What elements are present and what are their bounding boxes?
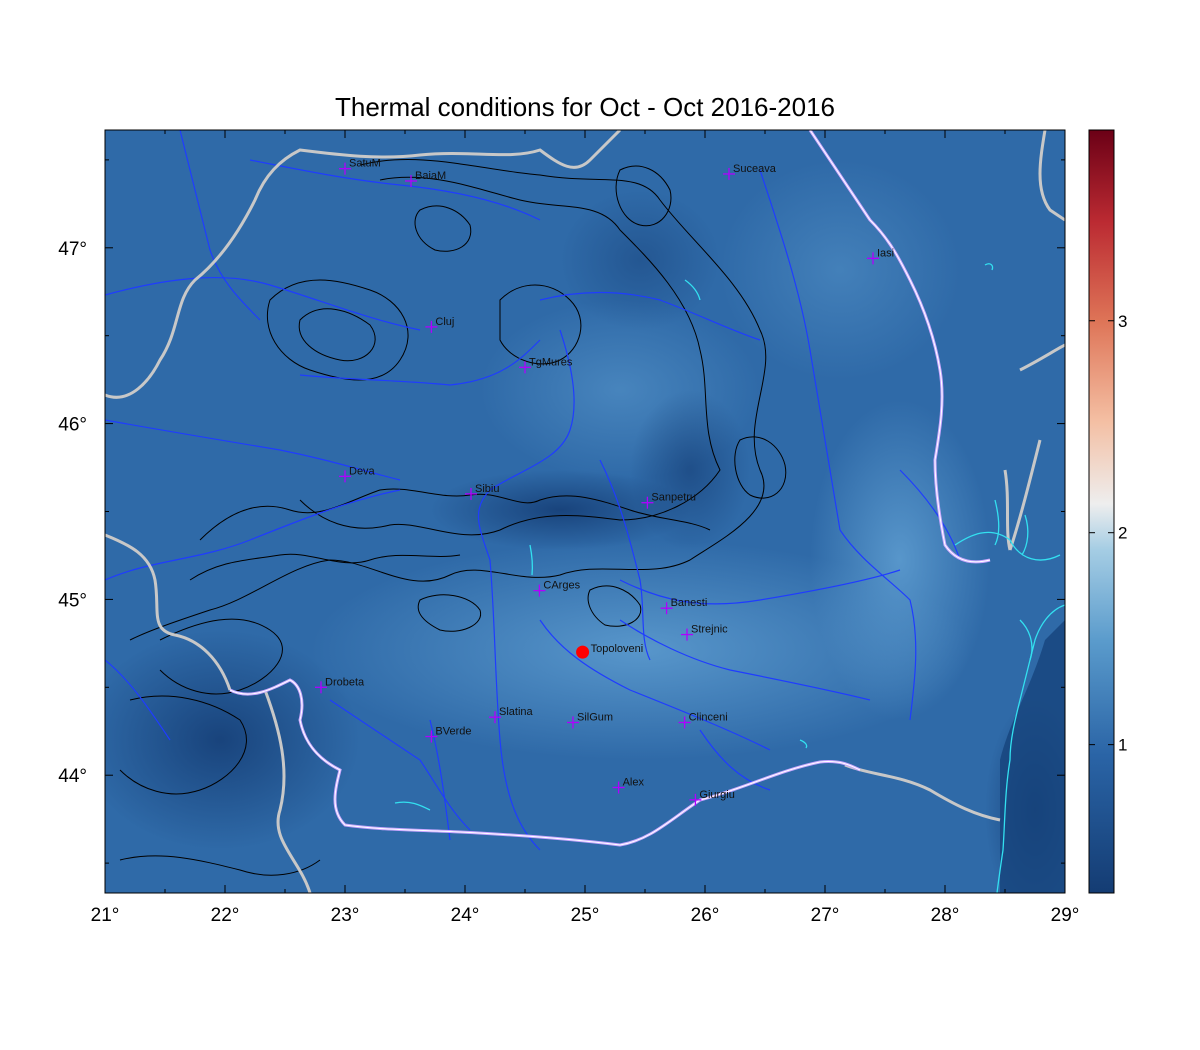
darker-southwest	[105, 630, 360, 850]
x-axis: 21° 22° 23° 24° 25° 26° 27° 28° 29°	[91, 130, 1080, 926]
city-label: SatuM	[349, 158, 381, 170]
colorbar-ticks: 1 2 3	[1089, 312, 1127, 755]
city-label: CArges	[543, 580, 580, 592]
map-title: Thermal conditions for Oct - Oct 2016-20…	[334, 92, 835, 122]
city-label: Iasi	[877, 247, 894, 259]
highlight-site-label: Topoloveni	[591, 643, 644, 655]
city-banesti[interactable]: Banesti	[660, 597, 708, 615]
city-label: BaiaM	[415, 170, 446, 182]
colorbar-tick-label: 2	[1118, 524, 1127, 543]
lighter-moldova	[720, 160, 960, 380]
city-cluj[interactable]: Cluj	[425, 316, 454, 333]
city-iasi[interactable]: Iasi	[867, 247, 894, 265]
colorbar	[1089, 130, 1114, 893]
city-label: TgMures	[529, 356, 573, 368]
x-tick-label: 21°	[91, 905, 120, 926]
colorbar-tick-label: 3	[1118, 312, 1127, 331]
city-label: Strejnic	[691, 624, 728, 636]
city-slatina[interactable]: Slatina	[489, 706, 534, 724]
x-tick-label: 22°	[211, 905, 240, 926]
city-carges[interactable]: CArges	[533, 580, 581, 597]
city-tgmures[interactable]: TgMures	[519, 356, 573, 374]
city-markers: SatuM BaiaM Suceava Iasi Cluj TgMures Deva Sibi…	[315, 158, 894, 806]
darker-fagaras	[430, 470, 690, 550]
lighter-plain-south	[310, 540, 970, 760]
rivers	[105, 130, 961, 851]
highlight-site-marker[interactable]	[576, 645, 590, 659]
coastline	[394, 263, 1065, 893]
city-label: Giurgiu	[699, 789, 734, 801]
y-tick-label: 46°	[58, 415, 87, 436]
city-label: Slatina	[499, 706, 534, 718]
darker-bend	[630, 390, 750, 550]
black-sea	[1000, 620, 1065, 893]
city-sibiu[interactable]: Sibiu	[465, 483, 499, 500]
x-tick-label: 24°	[451, 905, 480, 926]
city-label: Banesti	[671, 597, 708, 609]
city-label: SilGum	[577, 711, 613, 723]
border-rivers-inner	[229, 130, 991, 846]
city-bverde[interactable]: BVerde	[425, 726, 471, 743]
city-sanpetru[interactable]: Sanpetru	[641, 492, 696, 509]
city-label: Deva	[349, 465, 376, 477]
highlight-site-group[interactable]: Topoloveni	[576, 643, 643, 659]
city-label: Cluj	[435, 316, 454, 328]
city-suceava[interactable]: Suceava	[723, 163, 777, 180]
city-label: Drobeta	[325, 676, 365, 688]
city-deva[interactable]: Deva	[339, 465, 376, 483]
x-tick-label: 23°	[331, 905, 360, 926]
city-strejnic[interactable]: Strejnic	[681, 624, 728, 641]
city-label: BVerde	[435, 726, 471, 738]
city-silgum[interactable]: SilGum	[567, 711, 613, 729]
x-tick-label: 28°	[931, 905, 960, 926]
city-alex[interactable]: Alex	[612, 777, 645, 794]
y-tick-label: 47°	[58, 239, 87, 260]
y-tick-label: 45°	[58, 590, 87, 611]
colorbar-tick-label: 1	[1118, 736, 1127, 755]
x-tick-label: 25°	[571, 905, 600, 926]
x-tick-label: 29°	[1051, 905, 1080, 926]
city-drobeta[interactable]: Drobeta	[315, 676, 365, 694]
colorbar-frame	[1088, 129, 1115, 894]
city-label: Alex	[623, 777, 645, 789]
x-tick-label: 26°	[691, 905, 720, 926]
city-label: Clinceni	[689, 711, 728, 723]
country-borders	[105, 130, 1065, 893]
city-label: Sanpetru	[651, 492, 696, 504]
x-tick-label: 27°	[811, 905, 840, 926]
lighter-plain-east	[810, 400, 990, 720]
city-satum[interactable]: SatuM	[339, 158, 381, 175]
city-baiam[interactable]: BaiaM	[405, 170, 446, 187]
y-tick-label: 44°	[58, 766, 87, 787]
city-label: Sibiu	[475, 483, 499, 495]
darker-north	[560, 190, 720, 330]
y-axis: 47° 46° 45° 44°	[58, 159, 1065, 864]
map-panel	[105, 130, 1065, 893]
city-label: Suceava	[733, 163, 777, 175]
city-giurgiu[interactable]: Giurgiu	[689, 789, 735, 806]
elevation-contours	[119, 159, 787, 876]
city-clinceni[interactable]: Clinceni	[678, 711, 728, 729]
